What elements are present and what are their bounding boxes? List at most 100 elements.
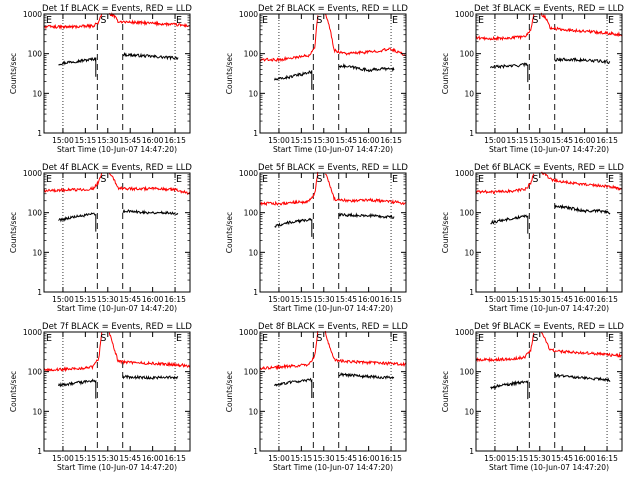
x-axis-label: Start Time (10-Jun-07 14:47:20)	[57, 304, 177, 313]
series-lld	[108, 172, 191, 196]
panel-9: Det 9f BLACK = Events, RED = LLD 1 10 100 10…	[441, 322, 624, 472]
y-tick-label: 1000	[239, 10, 258, 19]
x-tick-label: 16:00	[358, 454, 380, 463]
x-tick-label: 16:15	[380, 136, 402, 145]
x-axis-label: Start Time (10-Jun-07 14:47:20)	[489, 463, 609, 472]
marker-label-middle: S	[532, 333, 538, 344]
x-tick-label: 15:30	[313, 136, 335, 145]
y-axis-label: Counts/sec	[9, 371, 18, 412]
x-tick-label: 16:15	[596, 295, 618, 304]
series-events	[338, 62, 395, 73]
x-tick-label: 15:30	[313, 454, 335, 463]
x-tick-label: 15:45	[551, 295, 573, 304]
x-tick-label: 16:15	[164, 295, 186, 304]
plot-frame	[43, 331, 191, 452]
panel-2: Det 2f BLACK = Events, RED = LLD 1 10 100 10…	[225, 4, 408, 154]
series-lld	[259, 15, 319, 63]
marker-label-start: E	[46, 333, 52, 344]
y-tick-label: 1000	[23, 328, 42, 337]
x-tick-label: 16:00	[574, 136, 596, 145]
y-tick-label: 100	[28, 368, 43, 377]
series-events	[554, 372, 611, 383]
x-tick-label: 15:15	[291, 295, 313, 304]
y-axis-label: Counts/sec	[225, 53, 234, 94]
marker-label-middle: S	[532, 174, 538, 185]
y-tick-label: 10	[464, 89, 474, 98]
series-events	[274, 70, 313, 90]
y-tick-label: 1	[253, 447, 258, 456]
y-axis-label: Counts/sec	[225, 212, 234, 253]
y-tick-label: 1000	[455, 10, 474, 19]
panel-1: Det 1f BLACK = Events, RED = LLD 1 10 100 10…	[9, 4, 192, 154]
x-tick-label: 15:45	[119, 295, 141, 304]
x-tick-label: 15:30	[529, 454, 551, 463]
series-events	[274, 377, 313, 398]
y-tick-label: 10	[464, 407, 474, 416]
x-axis-label: Start Time (10-Jun-07 14:47:20)	[489, 145, 609, 154]
y-tick-label: 100	[460, 368, 475, 377]
y-tick-label: 1	[469, 447, 474, 456]
y-tick-label: 10	[32, 248, 42, 257]
y-tick-label: 1000	[23, 10, 42, 19]
series-lld	[108, 332, 191, 368]
series-events	[122, 374, 179, 381]
marker-label-end: E	[392, 174, 398, 185]
panel-5: Det 5f BLACK = Events, RED = LLD 1 10 100 10…	[225, 163, 408, 313]
x-axis-label: Start Time (10-Jun-07 14:47:20)	[273, 145, 393, 154]
series-lld	[540, 331, 623, 359]
plot-frame	[475, 172, 623, 293]
x-tick-label: 15:30	[529, 136, 551, 145]
y-tick-label: 1	[469, 288, 474, 297]
panel-3: Det 3f BLACK = Events, RED = LLD 1 10 100 10…	[441, 4, 624, 154]
y-tick-label: 10	[464, 248, 474, 257]
series-lld	[325, 14, 407, 57]
series-lld	[475, 173, 535, 195]
marker-label-start: E	[262, 333, 268, 344]
x-tick-label: 15:00	[268, 454, 290, 463]
x-tick-label: 15:15	[507, 454, 529, 463]
x-tick-label: 15:15	[75, 295, 97, 304]
x-axis-label: Start Time (10-Jun-07 14:47:20)	[57, 145, 177, 154]
x-tick-label: 15:30	[97, 136, 119, 145]
panel-6: Det 6f BLACK = Events, RED = LLD 1 10 100 10…	[441, 163, 624, 313]
x-tick-label: 15:15	[507, 295, 529, 304]
y-tick-label: 1	[253, 288, 258, 297]
series-lld	[108, 11, 191, 28]
x-tick-label: 15:15	[291, 454, 313, 463]
y-tick-label: 10	[32, 89, 42, 98]
marker-label-middle: S	[532, 15, 538, 26]
x-tick-label: 15:15	[507, 136, 529, 145]
plot-frame	[259, 13, 407, 134]
marker-label-start: E	[262, 15, 268, 26]
panel-title: Det 6f BLACK = Events, RED = LLD	[474, 163, 624, 173]
marker-label-start: E	[46, 15, 52, 26]
panel-4: Det 4f BLACK = Events, RED = LLD 1 10 100 10…	[9, 163, 192, 313]
x-tick-label: 15:45	[119, 454, 141, 463]
marker-label-end: E	[176, 333, 182, 344]
marker-label-middle: S	[100, 15, 106, 26]
panel-title: Det 5f BLACK = Events, RED = LLD	[258, 163, 408, 173]
y-tick-label: 1000	[23, 169, 42, 178]
panel-7: Det 7f BLACK = Events, RED = LLD 1 10 100 10…	[9, 322, 192, 472]
x-tick-label: 15:00	[52, 454, 74, 463]
x-axis-label: Start Time (10-Jun-07 14:47:20)	[273, 304, 393, 313]
series-events	[338, 372, 395, 380]
x-tick-label: 16:15	[596, 136, 618, 145]
series-events	[122, 51, 179, 61]
panel-title: Det 8f BLACK = Events, RED = LLD	[258, 322, 408, 332]
panel-title: Det 9f BLACK = Events, RED = LLD	[474, 322, 624, 332]
y-tick-label: 1000	[455, 328, 474, 337]
plot-frame	[259, 172, 407, 293]
marker-label-middle: S	[316, 174, 322, 185]
series-lld	[43, 13, 103, 31]
panel-title: Det 4f BLACK = Events, RED = LLD	[42, 163, 192, 173]
x-tick-label: 15:00	[268, 295, 290, 304]
x-tick-label: 16:15	[596, 454, 618, 463]
y-tick-label: 100	[28, 50, 43, 59]
y-tick-label: 100	[28, 209, 43, 218]
series-events	[554, 56, 611, 65]
marker-label-middle: S	[316, 15, 322, 26]
y-axis-label: Counts/sec	[9, 53, 18, 94]
series-events	[122, 209, 179, 215]
